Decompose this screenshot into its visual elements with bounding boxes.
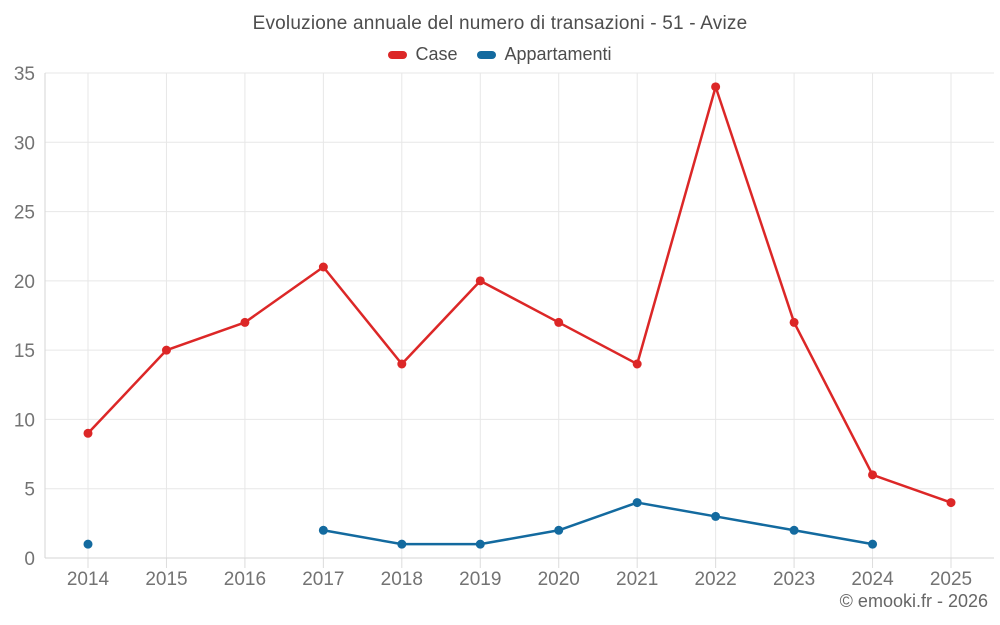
x-tick-label: 2025 (930, 569, 972, 590)
series-appartamenti (83, 498, 878, 549)
series-case (83, 82, 956, 508)
data-point (868, 539, 878, 549)
legend-swatch-appartamenti (477, 50, 497, 59)
series-line (86, 85, 953, 504)
x-tick-label: 2018 (381, 569, 423, 590)
series-line (322, 501, 874, 546)
data-point (397, 359, 407, 369)
x-tick-label: 2022 (694, 569, 736, 590)
data-point (318, 525, 328, 535)
y-tick-label: 35 (14, 64, 35, 85)
data-point (475, 276, 485, 286)
x-tick-label: 2019 (459, 569, 501, 590)
legend-item-case[interactable]: Case (388, 44, 457, 65)
legend-label-appartamenti: Appartamenti (504, 44, 612, 64)
data-point (711, 82, 721, 92)
data-point (711, 511, 721, 521)
data-point (789, 525, 799, 535)
data-point (83, 539, 93, 549)
y-tick-label: 5 (24, 480, 35, 501)
data-point (946, 498, 956, 508)
y-axis-labels: 0 5 10 15 20 25 30 35 (14, 64, 35, 570)
data-point (632, 498, 642, 508)
y-tick-label: 10 (14, 410, 35, 431)
data-point (161, 345, 171, 355)
x-tick-label: 2024 (851, 569, 894, 590)
data-point (554, 525, 564, 535)
x-tick-label: 2014 (67, 569, 110, 590)
y-tick-label: 20 (14, 272, 35, 293)
data-point (868, 470, 878, 480)
x-tick-label: 2016 (224, 569, 266, 590)
data-point (397, 539, 407, 549)
x-tick-label: 2021 (616, 569, 658, 590)
data-point (240, 317, 250, 327)
data-point (632, 359, 642, 369)
data-point (475, 539, 485, 549)
gridlines (45, 72, 994, 568)
x-axis-labels: 2014 2015 2016 2017 2018 2019 2020 2021 2022 2023… (67, 569, 972, 590)
chart-title: Evoluzione annuale del numero di transaz… (252, 13, 748, 34)
x-tick-label: 2017 (302, 569, 344, 590)
y-tick-label: 15 (14, 341, 35, 362)
y-tick-label: 30 (14, 133, 35, 154)
chart-legend: Case Appartamenti (0, 44, 1000, 65)
y-tick-label: 25 (14, 203, 35, 224)
copyright-footer: © emooki.fr - 2026 (839, 591, 988, 611)
y-tick-label: 0 (24, 549, 35, 570)
data-point (83, 428, 93, 438)
x-tick-label: 2015 (145, 569, 187, 590)
legend-swatch-case (388, 50, 408, 59)
legend-label-case: Case (415, 44, 458, 64)
data-point (318, 262, 328, 272)
x-tick-label: 2023 (773, 569, 815, 590)
x-tick-label: 2020 (538, 569, 580, 590)
data-point (789, 317, 799, 327)
legend-item-appartamenti[interactable]: Appartamenti (477, 44, 612, 65)
axes (44, 73, 994, 559)
data-point (554, 317, 564, 327)
